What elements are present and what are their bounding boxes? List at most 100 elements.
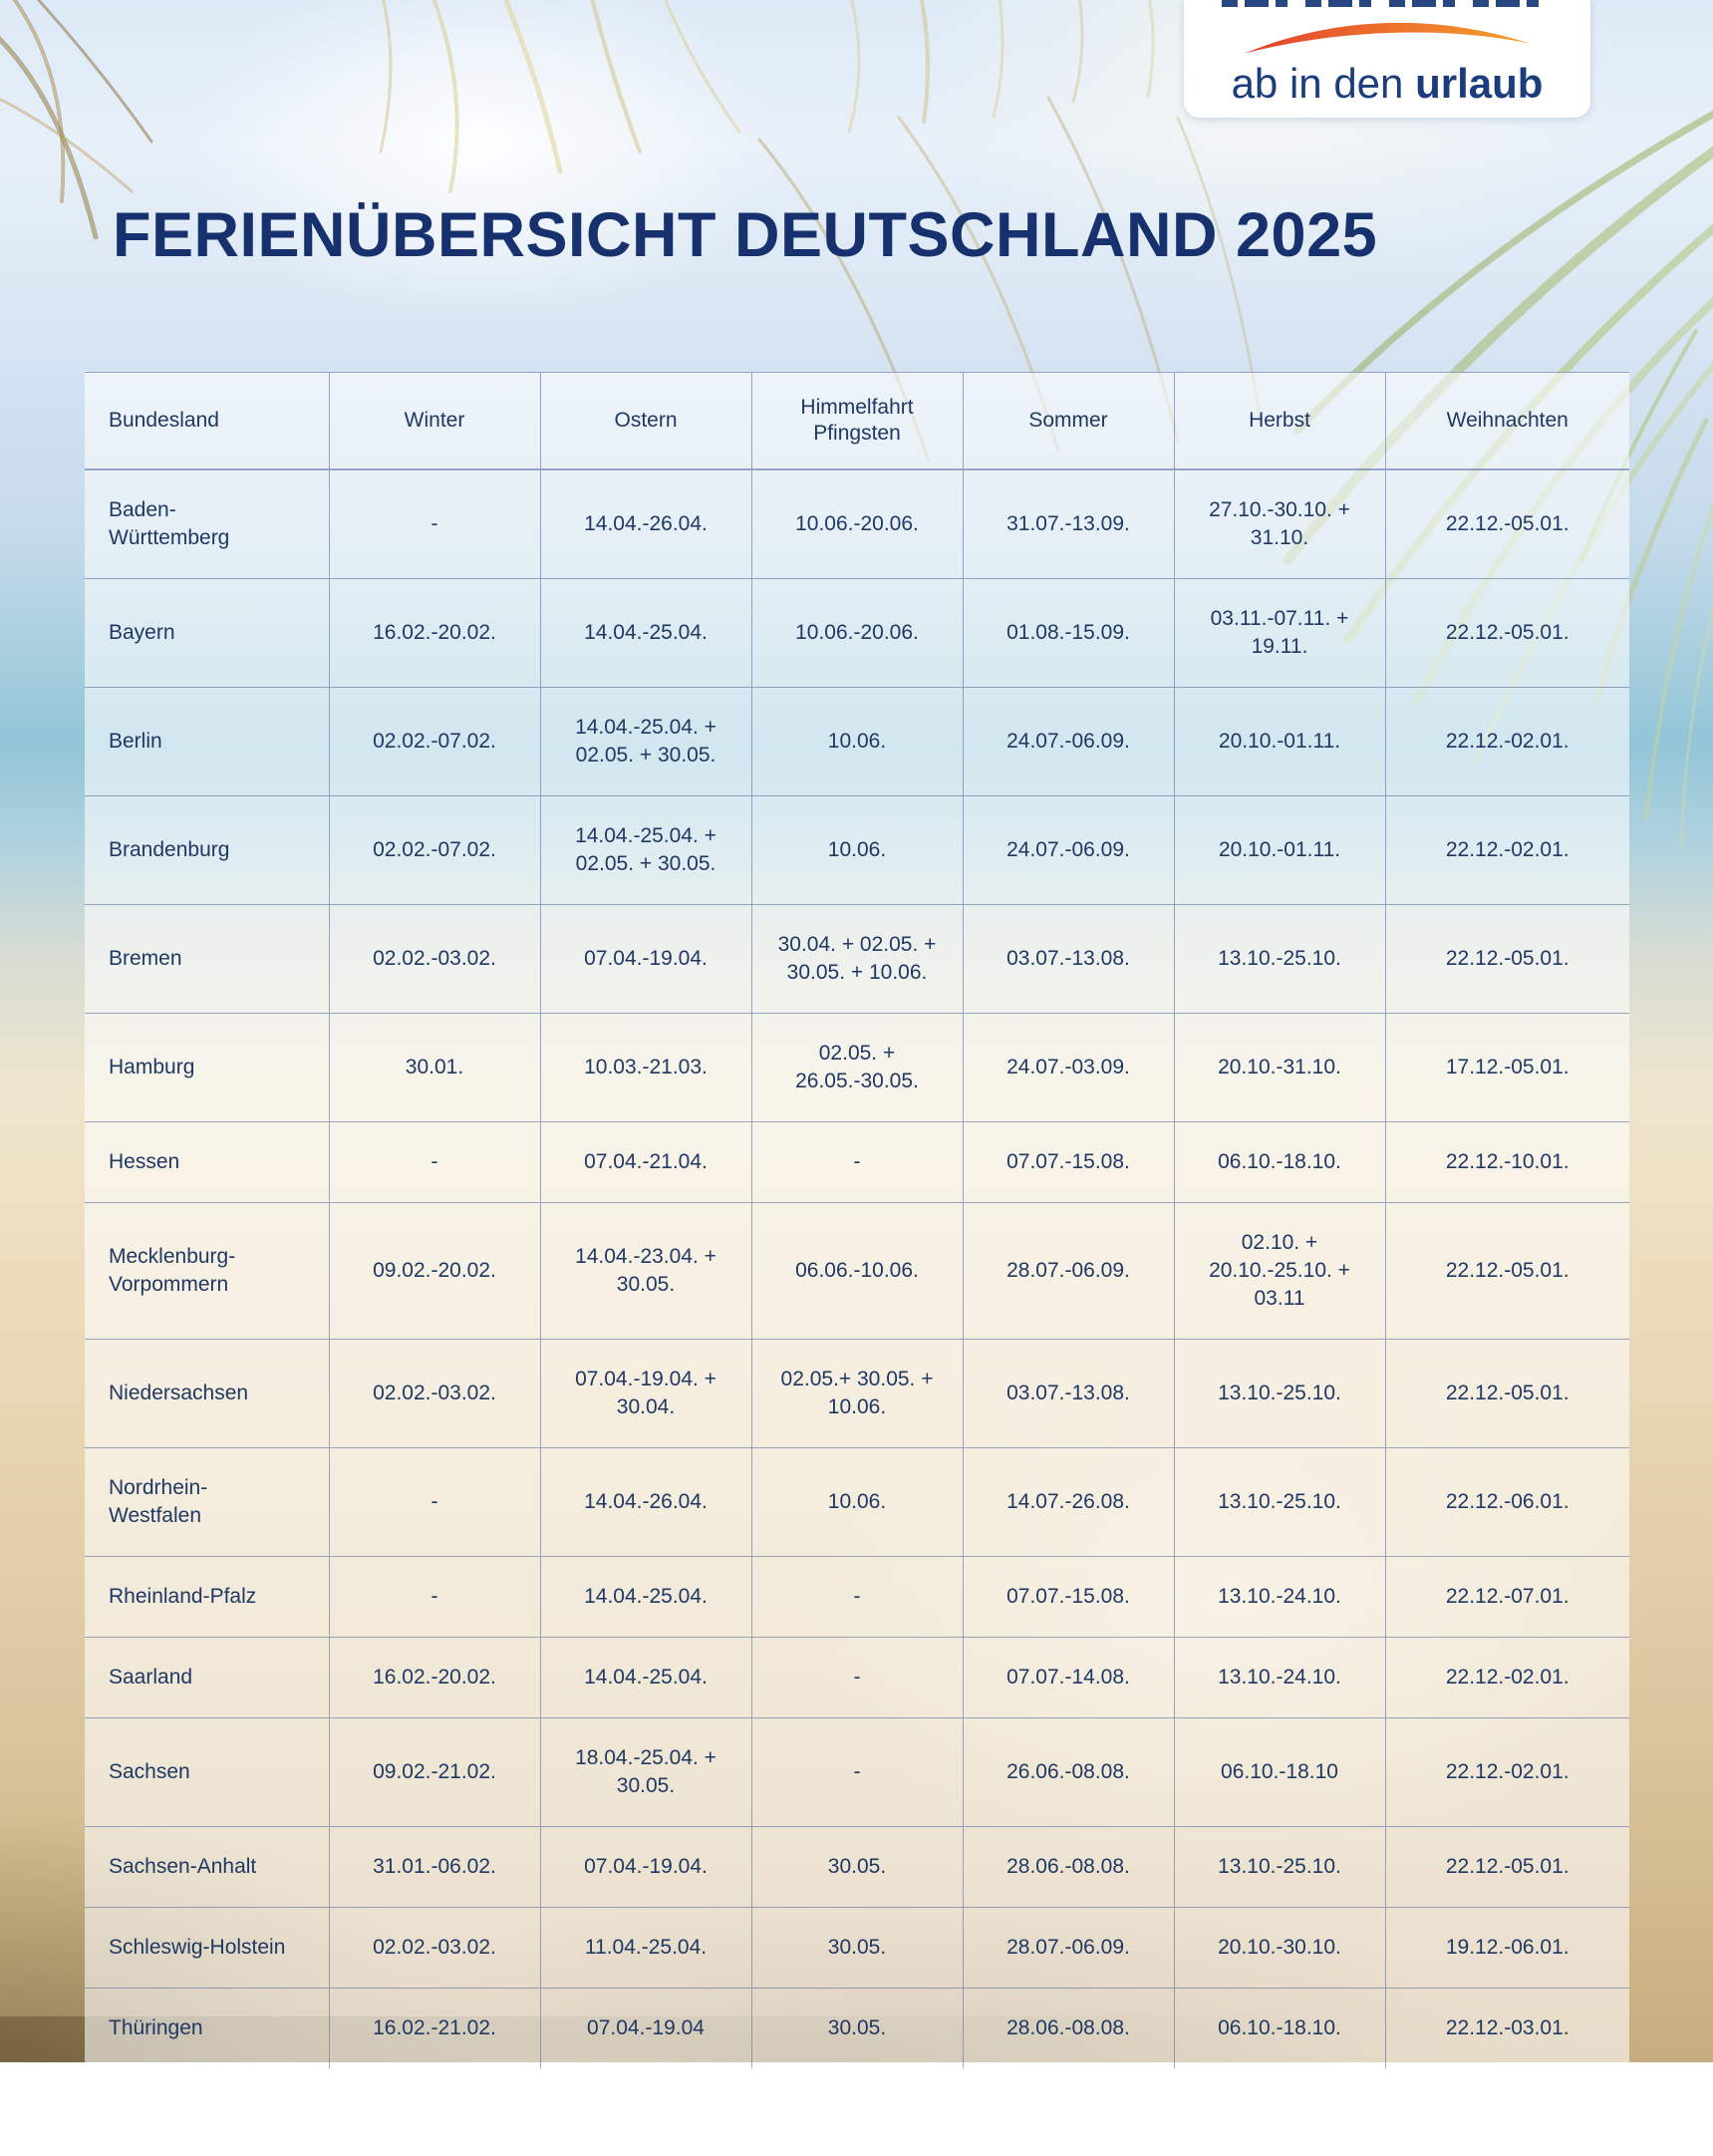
date-range-cell: 13.10.-24.10. [1173, 1556, 1385, 1638]
date-range-cell: 14.04.-25.04. [539, 1556, 751, 1638]
date-range-cell: 26.06.-08.08. [962, 1717, 1174, 1827]
date-range-cell: 22.12.-02.01. [1384, 795, 1629, 905]
date-range-cell: 30.05. [750, 1988, 963, 2068]
date-range-cell: 06.10.-18.10. [1173, 1988, 1385, 2068]
state-name-cell: Nordrhein-Westfalen [85, 1447, 329, 1557]
date-range-cell: 31.07.-13.09. [962, 469, 1174, 579]
date-range-cell: - [750, 1121, 963, 1203]
date-range-cell: 22.12.-07.01. [1384, 1556, 1629, 1638]
date-range-cell: 24.07.-03.09. [962, 1013, 1174, 1122]
date-range-cell: 14.07.-26.08. [962, 1447, 1174, 1557]
page-title: FERIENÜBERSICHT DEUTSCHLAND 2025 [113, 200, 1378, 270]
table-row: Sachsen-Anhalt 31.01.-06.02. 07.04.-19.04.… [85, 1826, 1629, 1908]
date-range-cell: 20.10.-31.10. [1173, 1013, 1385, 1122]
date-range-cell: - [328, 1447, 540, 1557]
date-range-cell: 07.04.-19.04 [539, 1988, 751, 2068]
date-range-cell: 24.07.-06.09. [962, 687, 1174, 796]
date-range-cell: 02.05. + 26.05.-30.05. [750, 1013, 963, 1122]
date-range-cell: 22.12.-06.01. [1384, 1447, 1629, 1557]
column-header: Sommer [962, 372, 1174, 470]
date-range-cell: 22.12.-05.01. [1384, 1339, 1629, 1448]
table-body: Baden-Württemberg -14.04.-26.04. 10.06.-20… [85, 469, 1629, 2068]
table-row: Berlin 02.02.-07.02. 14.04.-25.04. + 02.05… [85, 687, 1629, 796]
state-name-cell: Hamburg [85, 1013, 329, 1122]
date-range-cell: 14.04.-26.04. [539, 469, 751, 579]
state-name-cell: Thüringen [109, 2016, 203, 2039]
state-name-cell: Sachsen [85, 1717, 329, 1827]
date-range-cell: 16.02.-20.02. [328, 578, 540, 688]
date-range-cell: 02.02.-07.02. [328, 795, 540, 905]
state-name-cell: Rheinland-Pfalz [85, 1556, 329, 1638]
state-name-cell: Bayern [85, 578, 329, 688]
table-row: Sachsen 09.02.-21.02. 18.04.-25.04. + 30.0… [85, 1717, 1629, 1827]
date-range-cell: - [328, 1556, 540, 1638]
state-name-cell: Schleswig-Holstein [85, 1907, 329, 1989]
date-range-cell: 28.07.-06.09. [962, 1907, 1174, 1989]
state-name-cell: Saarland [85, 1637, 329, 1718]
date-range-cell: 10.06. [750, 795, 963, 905]
date-range-cell: 01.08.-15.09. [962, 578, 1174, 688]
state-name-cell: Bremen [85, 904, 329, 1014]
logo-text-bold: urlaub [1415, 60, 1544, 107]
state-name-cell: Niedersachsen [85, 1339, 329, 1448]
column-header: Weihnachten [1384, 372, 1629, 470]
date-range-cell: - [750, 1717, 963, 1827]
table-row: Brandenburg 02.02.-07.02. 14.04.-25.04. + … [85, 795, 1629, 905]
date-range-cell: 22.12.-02.01. [1384, 1637, 1629, 1718]
table-row: Thüringen 16.02.-21.02. 07.04.-19.04 30.05.… [85, 1988, 1629, 2068]
date-range-cell: 22.12.-05.01. [1384, 469, 1629, 579]
date-range-cell: 06.10.-18.10. [1173, 1121, 1385, 1203]
table-row: Mecklenburg-Vorpommern 09.02.-20.02. 14.04… [85, 1202, 1629, 1340]
date-range-cell: 14.04.-25.04. + 02.05. + 30.05. [539, 687, 751, 796]
date-range-cell: - [328, 1121, 540, 1203]
date-range-cell: 22.12.-03.01. [1384, 1988, 1629, 2068]
state-name-cell: Baden-Württemberg [85, 469, 329, 579]
date-range-cell: 30.01. [328, 1013, 540, 1122]
table-header: Bundesland Winter Ostern Himmelfahrt Pfings… [85, 372, 1629, 470]
date-range-cell: 14.04.-23.04. + 30.05. [539, 1202, 751, 1340]
page: { "logo": { "brand_regular": "ab in den"… [0, 0, 1713, 2068]
state-name-cell: Mecklenburg-Vorpommern [85, 1202, 329, 1340]
table-header-row: Bundesland Winter Ostern Himmelfahrt Pfings… [85, 372, 1629, 470]
date-range-cell: 17.12.-05.01. [1384, 1013, 1629, 1122]
logo-text: ab in den urlaub [1184, 60, 1590, 108]
date-range-cell: 09.02.-21.02. [328, 1717, 540, 1827]
date-range-cell: 03.07.-13.08. [962, 904, 1174, 1014]
date-range-cell: 02.05.+ 30.05. + 10.06. [750, 1339, 963, 1448]
date-range-cell: 07.07.-15.08. [962, 1121, 1174, 1203]
date-range-cell: 28.06.-08.08. [962, 1988, 1174, 2068]
date-range-cell: 07.07.-14.08. [962, 1637, 1174, 1718]
logo-card: ab in den urlaub [1184, 0, 1590, 118]
column-header: Bundesland [85, 372, 329, 470]
holiday-table: Bundesland Winter Ostern Himmelfahrt Pfings… [85, 372, 1629, 2068]
date-range-cell: 13.10.-25.10. [1173, 1826, 1385, 1908]
date-range-cell: 22.12.-05.01. [1384, 1202, 1629, 1340]
date-range-cell: 13.10.-24.10. [1173, 1637, 1385, 1718]
table-row: Niedersachsen 02.02.-03.02. 07.04.-19.04. … [85, 1339, 1629, 1448]
table-row: Nordrhein-Westfalen -14.04.-26.04. 10.06. 1… [85, 1447, 1629, 1557]
table-row: Rheinland-Pfalz -14.04.-25.04. -07.07.-15.… [85, 1556, 1629, 1638]
date-range-cell: 02.02.-03.02. [328, 1339, 540, 1448]
date-range-cell: 30.04. + 02.05. + 30.05. + 10.06. [750, 904, 963, 1014]
column-header: Winter [328, 372, 540, 470]
date-range-cell: 18.04.-25.04. + 30.05. [539, 1717, 751, 1827]
date-range-cell: - [750, 1556, 963, 1638]
table-row: Baden-Württemberg -14.04.-26.04. 10.06.-20… [85, 469, 1629, 579]
date-range-cell: 22.12.-02.01. [1384, 687, 1629, 796]
date-range-cell: 14.04.-26.04. [539, 1447, 751, 1557]
table-row: Hessen -07.04.-21.04. -07.07.-15.08. 06.10.… [85, 1121, 1629, 1203]
date-range-cell: 02.02.-03.02. [328, 1907, 540, 1989]
state-name-cell: Hessen [85, 1121, 329, 1203]
date-range-cell: 10.06.-20.06. [750, 578, 963, 688]
table-row: Hamburg 30.01. 10.03.-21.03. 02.05. + 26.05… [85, 1013, 1629, 1122]
logo-text-regular: ab in den [1231, 60, 1404, 107]
state-name-cell: Berlin [85, 687, 329, 796]
date-range-cell: 07.04.-21.04. [539, 1121, 751, 1203]
column-header: Ostern [539, 372, 751, 470]
date-range-cell: 02.02.-07.02. [328, 687, 540, 796]
date-range-cell: 22.12.-05.01. [1384, 904, 1629, 1014]
date-range-cell: 22.12.-02.01. [1384, 1717, 1629, 1827]
date-range-cell: 20.10.-01.11. [1173, 795, 1385, 905]
date-range-cell: 06.10.-18.10 [1173, 1717, 1385, 1827]
date-range-cell: 22.12.-05.01. [1384, 1826, 1629, 1908]
